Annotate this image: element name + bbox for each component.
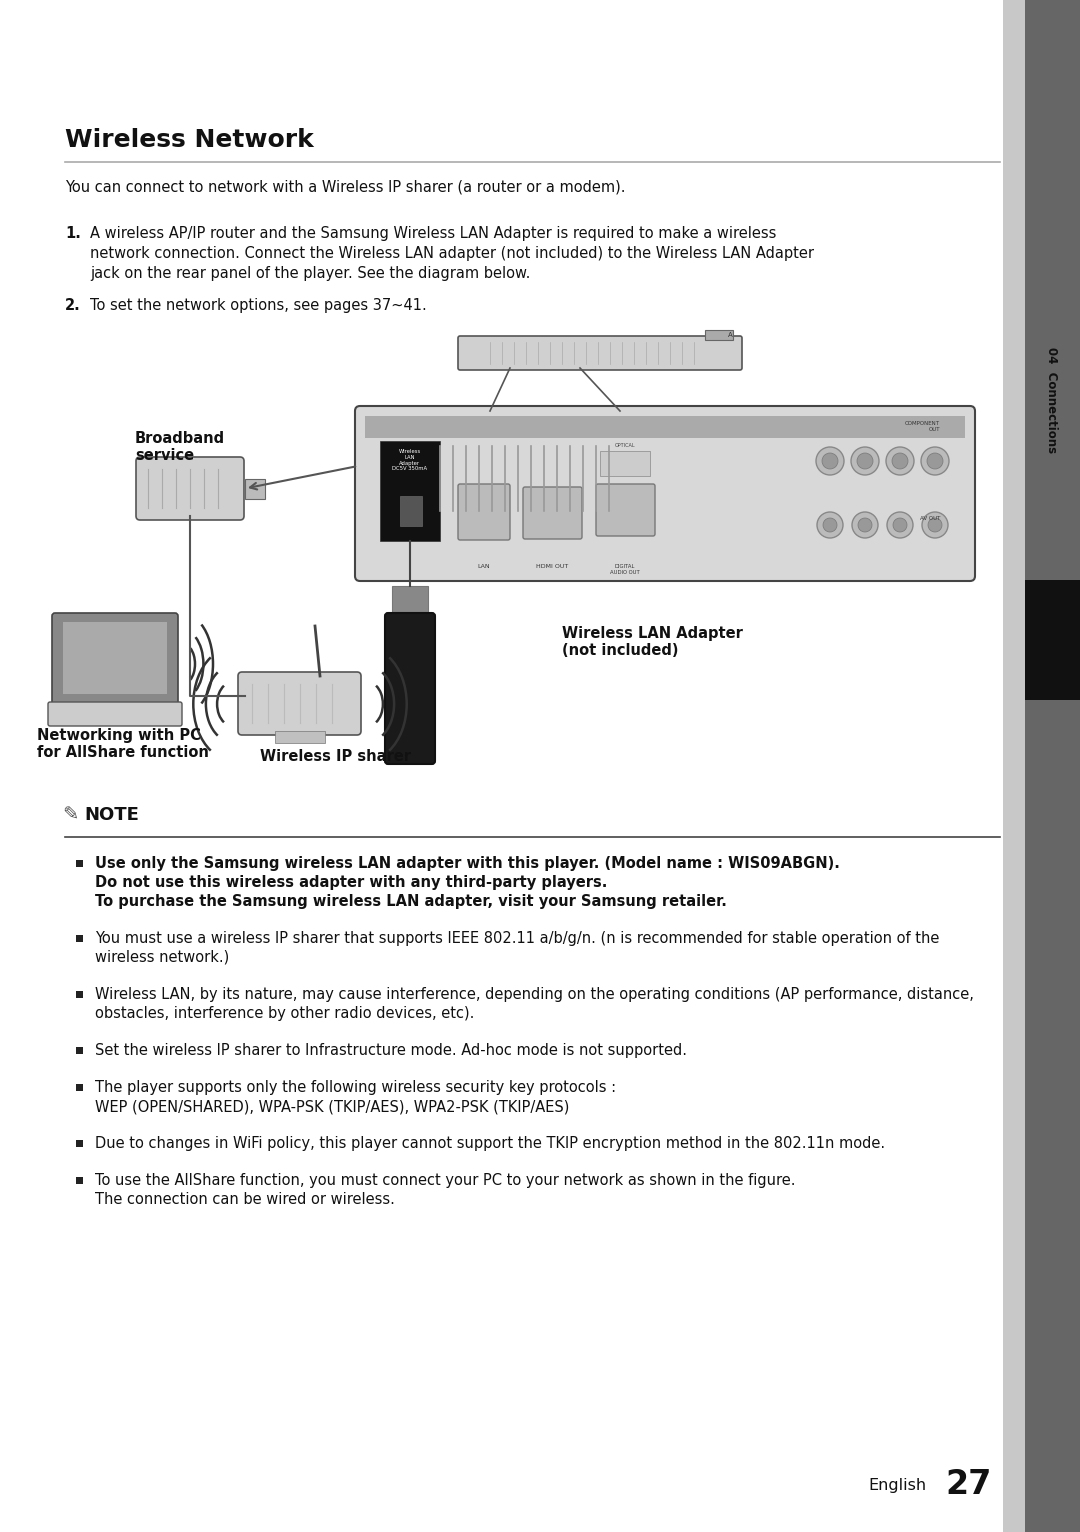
Bar — [76, 859, 83, 867]
Text: LAN: LAN — [477, 564, 490, 568]
Text: Set the wireless IP sharer to Infrastructure mode. Ad-hoc mode is not supported.: Set the wireless IP sharer to Infrastruc… — [95, 1043, 687, 1059]
Text: wireless network.): wireless network.) — [95, 950, 229, 965]
FancyBboxPatch shape — [458, 336, 742, 371]
Text: To purchase the Samsung wireless LAN adapter, visit your Samsung retailer.: To purchase the Samsung wireless LAN ada… — [95, 895, 727, 908]
Circle shape — [893, 518, 907, 532]
Text: To use the AllShare function, you must connect your PC to your network as shown : To use the AllShare function, you must c… — [95, 1174, 796, 1187]
Bar — [1003, 0, 1025, 1532]
Bar — [392, 587, 428, 617]
Text: NOTE: NOTE — [84, 806, 139, 824]
Text: Due to changes in WiFi policy, this player cannot support the TKIP encryption me: Due to changes in WiFi policy, this play… — [95, 1137, 886, 1151]
Bar — [76, 935, 83, 942]
Bar — [365, 417, 966, 438]
Circle shape — [927, 453, 943, 469]
FancyBboxPatch shape — [384, 613, 435, 764]
Text: jack on the rear panel of the player. See the diagram below.: jack on the rear panel of the player. Se… — [90, 267, 530, 280]
Text: Networking with PC
for AllShare function: Networking with PC for AllShare function — [37, 728, 208, 760]
Text: Wireless IP sharer: Wireless IP sharer — [260, 749, 411, 764]
Circle shape — [928, 518, 942, 532]
FancyBboxPatch shape — [355, 406, 975, 581]
Bar — [380, 441, 440, 541]
FancyBboxPatch shape — [52, 613, 178, 706]
Text: 27: 27 — [945, 1468, 991, 1501]
Text: COMPONENT
OUT: COMPONENT OUT — [905, 421, 940, 432]
Text: WEP (OPEN/SHARED), WPA-PSK (TKIP/AES), WPA2-PSK (TKIP/AES): WEP (OPEN/SHARED), WPA-PSK (TKIP/AES), W… — [95, 1098, 569, 1114]
Text: HDMI OUT: HDMI OUT — [536, 564, 568, 568]
Bar — [76, 1140, 83, 1147]
Bar — [76, 1177, 83, 1184]
Text: 1.: 1. — [65, 227, 81, 241]
Bar — [76, 991, 83, 997]
FancyBboxPatch shape — [48, 702, 183, 726]
Text: OPTICAL: OPTICAL — [615, 443, 635, 447]
Text: DIGITAL
AUDIO OUT: DIGITAL AUDIO OUT — [610, 564, 639, 574]
Text: 04  Connections: 04 Connections — [1045, 346, 1058, 453]
Bar — [1025, 0, 1080, 1532]
Text: network connection. Connect the Wireless LAN adapter (not included) to the Wirel: network connection. Connect the Wireless… — [90, 247, 814, 260]
FancyBboxPatch shape — [458, 484, 510, 539]
Text: The connection can be wired or wireless.: The connection can be wired or wireless. — [95, 1192, 395, 1207]
Text: English: English — [868, 1478, 927, 1494]
Bar — [705, 329, 733, 340]
Bar — [63, 622, 167, 694]
Text: The player supports only the following wireless security key protocols :: The player supports only the following w… — [95, 1080, 616, 1095]
Circle shape — [852, 512, 878, 538]
Circle shape — [816, 512, 843, 538]
Bar — [600, 450, 650, 476]
Text: AV OUT: AV OUT — [920, 516, 940, 521]
Text: 2.: 2. — [65, 299, 81, 313]
Circle shape — [892, 453, 908, 469]
Circle shape — [858, 453, 873, 469]
FancyBboxPatch shape — [523, 487, 582, 539]
Text: You can connect to network with a Wireless IP sharer (a router or a modem).: You can connect to network with a Wirele… — [65, 179, 625, 195]
Circle shape — [823, 518, 837, 532]
Circle shape — [822, 453, 838, 469]
Text: Wireless LAN, by its nature, may cause interference, depending on the operating : Wireless LAN, by its nature, may cause i… — [95, 987, 974, 1002]
Circle shape — [921, 447, 949, 475]
Bar — [1025, 581, 1080, 700]
Text: A: A — [728, 332, 732, 339]
FancyBboxPatch shape — [136, 457, 244, 519]
FancyBboxPatch shape — [238, 673, 361, 735]
Bar — [245, 478, 265, 498]
Circle shape — [816, 447, 843, 475]
Circle shape — [858, 518, 872, 532]
Text: ✎: ✎ — [62, 806, 79, 826]
Text: Wireless Network: Wireless Network — [65, 129, 314, 152]
Circle shape — [886, 447, 914, 475]
Text: Wireless
LAN
Adapter
DC5V 350mA: Wireless LAN Adapter DC5V 350mA — [392, 449, 428, 472]
Bar — [76, 1046, 83, 1054]
Bar — [400, 496, 422, 525]
Circle shape — [851, 447, 879, 475]
Circle shape — [887, 512, 913, 538]
Text: Wireless LAN Adapter
(not included): Wireless LAN Adapter (not included) — [562, 627, 743, 659]
Text: You must use a wireless IP sharer that supports IEEE 802.11 a/b/g/n. (n is recom: You must use a wireless IP sharer that s… — [95, 931, 940, 945]
Text: obstacles, interference by other radio devices, etc).: obstacles, interference by other radio d… — [95, 1007, 474, 1020]
Text: Broadband
service: Broadband service — [135, 430, 225, 463]
FancyBboxPatch shape — [596, 484, 654, 536]
Bar — [76, 1085, 83, 1091]
Text: To set the network options, see pages 37~41.: To set the network options, see pages 37… — [90, 299, 427, 313]
Bar — [275, 731, 325, 743]
Text: Do not use this wireless adapter with any third-party players.: Do not use this wireless adapter with an… — [95, 875, 607, 890]
Text: Use only the Samsung wireless LAN adapter with this player. (Model name : WIS09A: Use only the Samsung wireless LAN adapte… — [95, 856, 840, 872]
Circle shape — [922, 512, 948, 538]
Text: A wireless AP/IP router and the Samsung Wireless LAN Adapter is required to make: A wireless AP/IP router and the Samsung … — [90, 227, 777, 241]
